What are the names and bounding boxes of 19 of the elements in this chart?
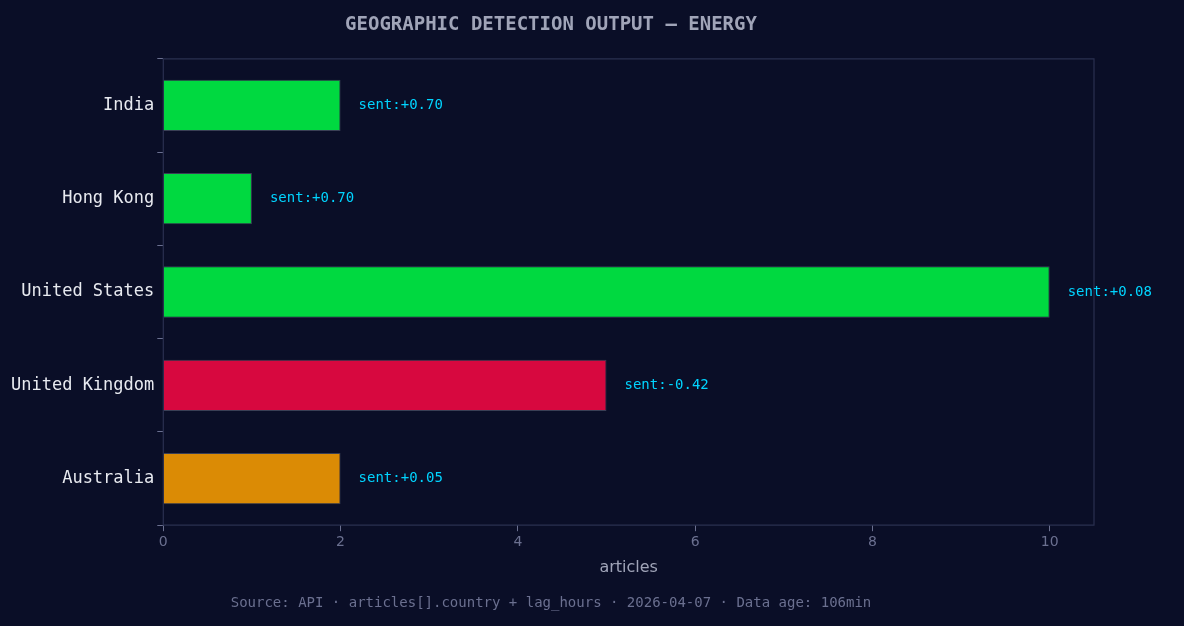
x-tick-label: 10 — [1040, 533, 1059, 550]
annotation: sent:+0.70 — [269, 189, 355, 206]
x-tick-label: 4 — [513, 533, 523, 550]
y-tick-label: Australia — [62, 466, 155, 487]
x-tick-label: 6 — [690, 533, 700, 550]
source-note: Source: API · articles[].country + lag_hours · 2026-04-07 · Data age: 106min — [230, 594, 872, 612]
y-tick-label: United States — [21, 280, 155, 301]
annotation: sent:+0.70 — [358, 96, 443, 113]
y-tick-label: India — [103, 93, 155, 114]
x-axis-title: articles — [599, 556, 658, 576]
annotation: sent:+0.05 — [358, 469, 443, 486]
annotation: sent:-0.42 — [624, 375, 709, 392]
x-tick-label: 0 — [158, 533, 168, 550]
x-tick-label: 2 — [336, 533, 346, 550]
chart-title: GEOGRAPHIC DETECTION OUTPUT — ENERGY — [345, 12, 758, 35]
annotation: sent:+0.08 — [1067, 282, 1152, 299]
x-tick-label: 8 — [867, 533, 877, 550]
y-tick-label: Hong Kong — [62, 187, 155, 208]
y-tick-label: United Kingdom — [10, 373, 155, 394]
